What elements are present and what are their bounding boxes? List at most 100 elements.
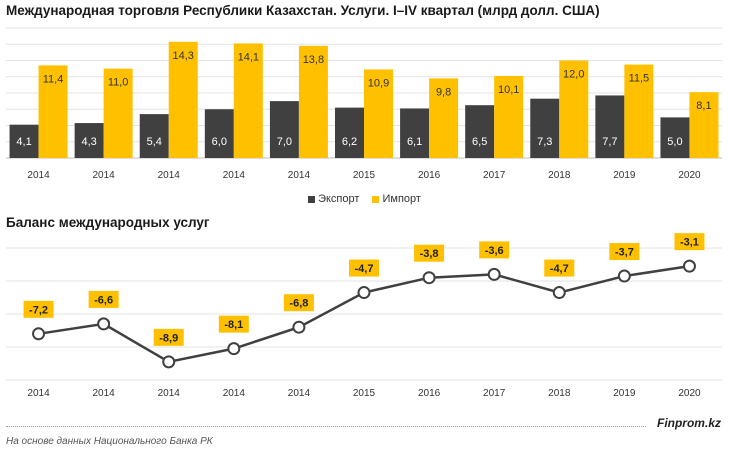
bar-export-label: 6,0	[212, 136, 227, 148]
bar-export	[139, 114, 169, 158]
bar-import	[103, 68, 133, 158]
balance-point-label: -3,7	[615, 247, 634, 259]
bar-import-label: 14,1	[238, 51, 259, 63]
balance-point-label: -4,7	[355, 263, 374, 275]
bar-import-label: 12,0	[563, 69, 584, 81]
line-category-label: 2014	[288, 388, 311, 399]
line-category-label: 2014	[223, 388, 246, 399]
bar-export	[335, 107, 364, 158]
bar-export	[530, 98, 560, 158]
balance-label-box	[283, 294, 314, 312]
balance-point	[32, 327, 46, 341]
balance-point-label: -4,7	[550, 263, 569, 275]
bar-category-label: 2014	[93, 170, 116, 181]
line-category-label: 2019	[613, 388, 636, 399]
bar-export-label: 6,1	[407, 136, 422, 148]
bar-import	[168, 41, 198, 158]
bar-import	[38, 65, 68, 158]
bar-import	[559, 60, 589, 158]
legend-export-swatch	[308, 195, 316, 203]
balance-label-box	[479, 241, 510, 259]
bar-export-label: 7,0	[277, 136, 292, 148]
bar-import-label: 9,8	[436, 86, 451, 98]
bar-export	[400, 108, 430, 158]
bar-category-label: 2016	[418, 170, 441, 181]
balance-point	[292, 320, 306, 334]
balance-point-label: -6,8	[289, 298, 308, 310]
balance-point-label: -8,9	[159, 332, 178, 344]
bar-export	[74, 123, 104, 158]
legend-export: Экспорт	[308, 193, 359, 205]
balance-point-label: -6,6	[94, 294, 113, 306]
bar-import-label: 10,1	[498, 84, 519, 96]
balance-point	[617, 269, 631, 283]
legend-import-label: Импорт	[382, 193, 421, 205]
bar-category-label: 2014	[223, 170, 246, 181]
balance-point-label: -3,6	[485, 245, 504, 257]
line-category-label: 2015	[353, 388, 376, 399]
balance-label-box	[153, 328, 184, 346]
balance-label-box	[218, 315, 249, 333]
bar-category-label: 2015	[353, 170, 376, 181]
bar-export	[269, 101, 299, 158]
line-category-label: 2014	[27, 388, 50, 399]
balance-chart-title: Баланс международных услуг	[6, 215, 210, 230]
balance-point-label: -8,1	[224, 319, 243, 331]
line-category-label: 2018	[548, 388, 571, 399]
bar-import-label: 13,8	[303, 54, 324, 66]
bar-export-label: 4,3	[81, 136, 96, 148]
bar-export-label: 4,1	[16, 136, 31, 148]
bar-import	[298, 45, 328, 158]
balance-label-box	[23, 300, 54, 318]
bar-import-label: 10,9	[368, 77, 389, 89]
bar-export	[9, 124, 39, 158]
balance-point	[357, 286, 371, 300]
bar-import	[624, 64, 654, 158]
bar-category-label: 2017	[483, 170, 506, 181]
legend-import: Импорт	[372, 193, 421, 205]
balance-point	[487, 267, 501, 281]
bar-import-label: 8,1	[696, 100, 711, 112]
footer-divider	[6, 426, 646, 427]
line-category-label: 2014	[158, 388, 181, 399]
legend-export-label: Экспорт	[318, 193, 360, 205]
legend-import-swatch	[372, 195, 380, 203]
trade-chart-legend: Экспорт Импорт	[0, 193, 729, 205]
balance-point	[97, 317, 111, 331]
bar-import-label: 11,5	[629, 73, 650, 85]
bar-export-label: 5,0	[667, 136, 682, 148]
bar-import-label: 11,4	[43, 73, 64, 85]
balance-label-box	[544, 259, 575, 277]
balance-line-chart: -7,2 2014 -6,6 2014 -8,9 2014 -8,1 2014 -6,8 2014…	[6, 233, 722, 399]
bar-export-label: 7,3	[537, 136, 552, 148]
bar-category-label: 2018	[548, 170, 571, 181]
bar-category-label: 2014	[27, 170, 50, 181]
balance-point-label: -3,1	[680, 237, 699, 249]
bar-export-label: 6,5	[472, 136, 487, 148]
balance-point	[552, 286, 566, 300]
line-category-label: 2016	[418, 388, 441, 399]
line-category-label: 2020	[678, 388, 701, 399]
balance-label-box	[674, 233, 705, 251]
bar-export-label: 6,2	[342, 136, 357, 148]
line-category-label: 2017	[483, 388, 506, 399]
trade-bar-chart: 4,1 11,4 2014 4,3 11,0 2014 5,4 14,3 2014 6,0 14,1…	[6, 27, 722, 181]
balance-point-label: -7,2	[29, 304, 48, 316]
source-note: На основе данных Национального Банка РК	[6, 436, 213, 447]
balance-point	[422, 271, 436, 285]
line-category-label: 2014	[93, 388, 116, 399]
balance-label-box	[349, 259, 379, 277]
brand-logo-text[interactable]: Finprom.kz	[656, 416, 721, 430]
bar-export	[204, 109, 234, 158]
bar-import	[689, 92, 719, 158]
bar-category-label: 2014	[288, 170, 311, 181]
balance-point	[682, 259, 696, 273]
bar-category-label: 2020	[678, 170, 701, 181]
balance-label-box	[88, 290, 119, 308]
balance-label-box	[414, 244, 445, 262]
bar-export	[465, 105, 495, 158]
bar-import-label: 14,3	[173, 50, 194, 62]
bar-import	[494, 75, 524, 158]
bar-category-label: 2014	[158, 170, 181, 181]
bar-import	[429, 78, 459, 158]
